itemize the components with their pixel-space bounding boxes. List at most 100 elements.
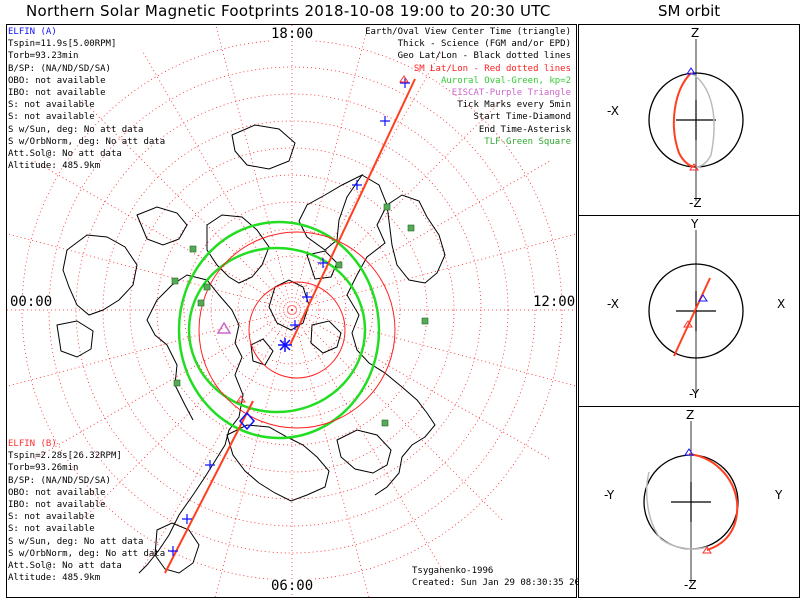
model-credit: Tsyganenko-1996 bbox=[412, 566, 494, 576]
legend-item: Auroral Oval-Green, kp=2 bbox=[440, 75, 571, 86]
arctic-island-outline bbox=[306, 250, 338, 280]
legend-item: Earth/Oval View Center Time (triangle) bbox=[365, 27, 571, 37]
landmass-outline bbox=[231, 124, 296, 170]
tick-mark bbox=[400, 78, 410, 88]
sm-longitude-line bbox=[291, 309, 505, 523]
orbit-axis-right: X bbox=[777, 297, 786, 311]
tlf-square bbox=[383, 203, 391, 211]
sm-latitude-ring bbox=[264, 282, 320, 338]
orbit-a-path bbox=[673, 277, 711, 357]
orbit-marker-triangle bbox=[684, 448, 694, 456]
sm-longitude-line bbox=[31, 159, 293, 311]
footprint-tracks bbox=[164, 75, 416, 574]
orbit-marker-triangle bbox=[698, 294, 708, 302]
info-line: B/SP: (NA/ND/SD/SA) bbox=[8, 63, 111, 74]
sm-circle-inner bbox=[248, 281, 346, 379]
tick-mark bbox=[168, 546, 178, 556]
siberia-outline bbox=[336, 429, 392, 474]
mlt-label-right: 12:00 bbox=[532, 294, 577, 310]
elfin-a-info: ELFIN (A) Tspin=11.9s[5.00RPM] Torb=93.2… bbox=[8, 26, 165, 172]
info-line: Att.Sol@: No att data bbox=[8, 148, 122, 159]
greenland-outline bbox=[206, 214, 270, 284]
orbit-a-path bbox=[672, 72, 695, 168]
tick-mark bbox=[302, 292, 312, 302]
legend-item: Thick - Science (FGM and/or EPD) bbox=[397, 39, 571, 50]
created-timestamp: Created: Sun Jan 29 08:30:35 2023 bbox=[412, 578, 591, 588]
orbit-b-path bbox=[646, 471, 708, 550]
tlf-square bbox=[197, 299, 205, 307]
footprint-map-panel: 18:00 00:00 12:00 06:00 bbox=[6, 24, 577, 598]
tlf-squares bbox=[171, 203, 429, 427]
europe-outline bbox=[56, 320, 94, 358]
landmass-outline bbox=[154, 522, 200, 574]
info-line: Tspin=11.9s[5.00RPM] bbox=[8, 39, 117, 50]
orbit-axis-top: Y bbox=[691, 217, 699, 231]
info-line: S w/OrbNorm, deg: No att data bbox=[8, 548, 166, 559]
alaska-outline bbox=[226, 424, 330, 502]
tlf-square bbox=[189, 245, 197, 253]
orbit-marker-triangle bbox=[683, 320, 693, 328]
sm-longitude-line bbox=[291, 309, 370, 597]
info-line: B/SP: (NA/ND/SD/SA) bbox=[8, 475, 111, 486]
start-diamond bbox=[239, 411, 255, 431]
sm-longitude-line bbox=[291, 159, 553, 311]
orbit-plot-yz bbox=[643, 421, 739, 583]
info-line: Altitude: 485.9km bbox=[8, 161, 101, 172]
north-america-outline bbox=[138, 274, 244, 574]
sm-latitude-ring bbox=[129, 147, 455, 473]
info-line: S w/Sun, deg: No att data bbox=[8, 124, 144, 135]
info-line: IBO: not available bbox=[8, 87, 106, 98]
legend: Earth/Oval View Center Time (triangle) T… bbox=[365, 26, 571, 148]
orbit-axis-top: Z bbox=[686, 408, 695, 422]
elfin-b-name: ELFIN (B) bbox=[8, 439, 57, 449]
sm-latitude-ring bbox=[21, 39, 563, 581]
orbit-axis-right: Y bbox=[775, 488, 783, 502]
europe-outline bbox=[136, 206, 188, 246]
info-line: S: not available bbox=[8, 112, 95, 123]
orbit-panel-xy: Y -Y -X X bbox=[578, 215, 800, 407]
elfin-a-name: ELFIN (A) bbox=[8, 27, 57, 37]
sm-longitude-line bbox=[215, 25, 293, 311]
tlf-square bbox=[421, 317, 429, 325]
legend-item: Geo Lat/Lon - Black dotted lines bbox=[397, 51, 571, 62]
sm-circle-outer bbox=[198, 231, 396, 429]
info-line: S w/OrbNorm, deg: No att data bbox=[8, 136, 166, 147]
tick-mark bbox=[182, 514, 192, 524]
sm-latitude-ring bbox=[156, 174, 428, 446]
sm-longitude-line bbox=[291, 309, 553, 461]
legend-item: Start Time-Diamond bbox=[473, 112, 571, 123]
tick-mark bbox=[318, 258, 328, 268]
orbit-plot-xz bbox=[648, 39, 744, 201]
info-line: Altitude: 485.9km bbox=[8, 573, 101, 584]
orbit-panel-yz: Z -Z -Y Y bbox=[578, 406, 800, 598]
orbit-axis-top: Z bbox=[691, 26, 700, 40]
orbit-marker-triangle bbox=[686, 67, 696, 75]
tick-mark bbox=[380, 116, 390, 126]
sm-latitude-ring bbox=[48, 66, 536, 554]
tick-mark bbox=[352, 180, 362, 190]
plot-title: Northern Solar Magnetic Footprints 2018-… bbox=[26, 2, 551, 20]
auroral-oval-inner bbox=[187, 246, 367, 414]
info-line: Att.Sol@: No att data bbox=[8, 560, 122, 571]
orbit-plot-xy bbox=[648, 230, 744, 392]
orbit-marker-triangle bbox=[689, 163, 699, 171]
info-line: Tspin=2.28s[26.32RPM] bbox=[8, 451, 122, 462]
eurasia-outline bbox=[298, 173, 436, 496]
auroral-oval-outer bbox=[177, 220, 381, 440]
orbit-axis-left: -X bbox=[607, 297, 619, 311]
sm-latitude-ring bbox=[237, 255, 347, 365]
orbit-axis-bottom: -Z bbox=[684, 578, 697, 592]
tlf-square bbox=[173, 379, 181, 387]
info-line: OBO: not available bbox=[8, 75, 106, 86]
info-line: S: not available bbox=[8, 524, 95, 535]
legend-item: End Time-Asterisk bbox=[478, 124, 571, 135]
orbit-marker-triangle bbox=[702, 546, 712, 554]
mlt-label-top: 18:00 bbox=[270, 26, 315, 42]
scandinavia-outline bbox=[386, 194, 446, 284]
tick-mark bbox=[205, 460, 215, 470]
orbit-axis-bottom: -Y bbox=[689, 387, 700, 401]
info-line: Torb=93.23min bbox=[8, 51, 79, 62]
mlt-label-left: 00:00 bbox=[9, 294, 54, 310]
orbit-axis-left: -Y bbox=[604, 488, 615, 502]
tlf-square bbox=[171, 277, 179, 285]
